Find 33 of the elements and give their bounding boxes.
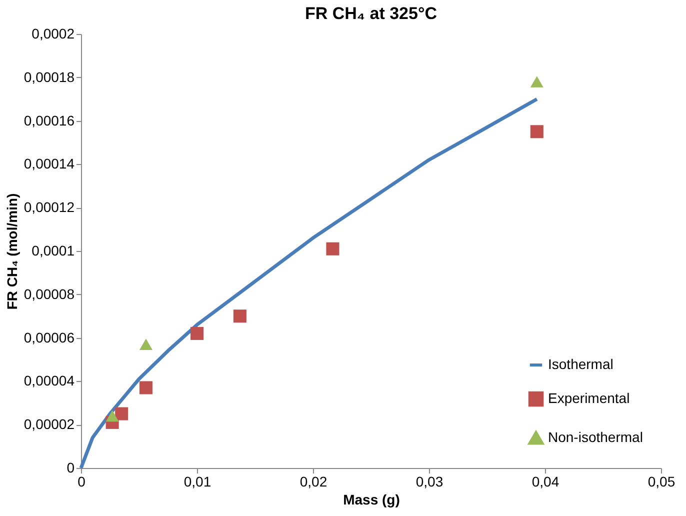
x-tick-label: 0,02: [300, 474, 328, 490]
legend-label: Non-isothermal: [548, 429, 643, 445]
y-tick-label: 0,00018: [24, 68, 75, 85]
point: [233, 310, 246, 323]
y-tick-label: 0,00002: [24, 416, 75, 432]
point: [139, 381, 152, 394]
y-tick-label: 0,0001: [32, 242, 75, 258]
x-tick-label: 0,03: [416, 474, 444, 490]
y-tick-label: 0,00006: [24, 329, 75, 346]
y-tick-label: 0,00012: [24, 199, 75, 216]
y-axis-title: FR CH₄ (mol/min): [4, 193, 20, 310]
x-tick-label: 0,05: [648, 474, 676, 490]
point: [530, 125, 544, 138]
point: [139, 338, 152, 350]
x-tick-label: 0: [78, 474, 86, 490]
point: [106, 410, 119, 422]
point: [190, 326, 204, 340]
y-tick-label: 0,00016: [24, 112, 75, 128]
y-tick-label: 0: [66, 460, 75, 476]
point: [326, 242, 340, 256]
x-tick-label: 0,04: [532, 474, 560, 490]
point: [530, 76, 544, 88]
y-tick-label: 0,0002: [32, 26, 75, 42]
line-series: [79, 97, 539, 470]
x-axis-title: Mass (g): [343, 492, 400, 508]
y-tick-label: 0,00004: [24, 372, 75, 389]
chart-title: FR CH₄ at 325°C: [304, 4, 438, 23]
y-tick-label: 0,00014: [24, 156, 75, 172]
y-tick-label: 0,00008: [24, 286, 75, 302]
legend-label: Experimental: [548, 390, 630, 406]
x-tick-label: 0,01: [184, 474, 212, 490]
legend-label: Isothermal: [548, 356, 614, 372]
point: [115, 407, 128, 420]
